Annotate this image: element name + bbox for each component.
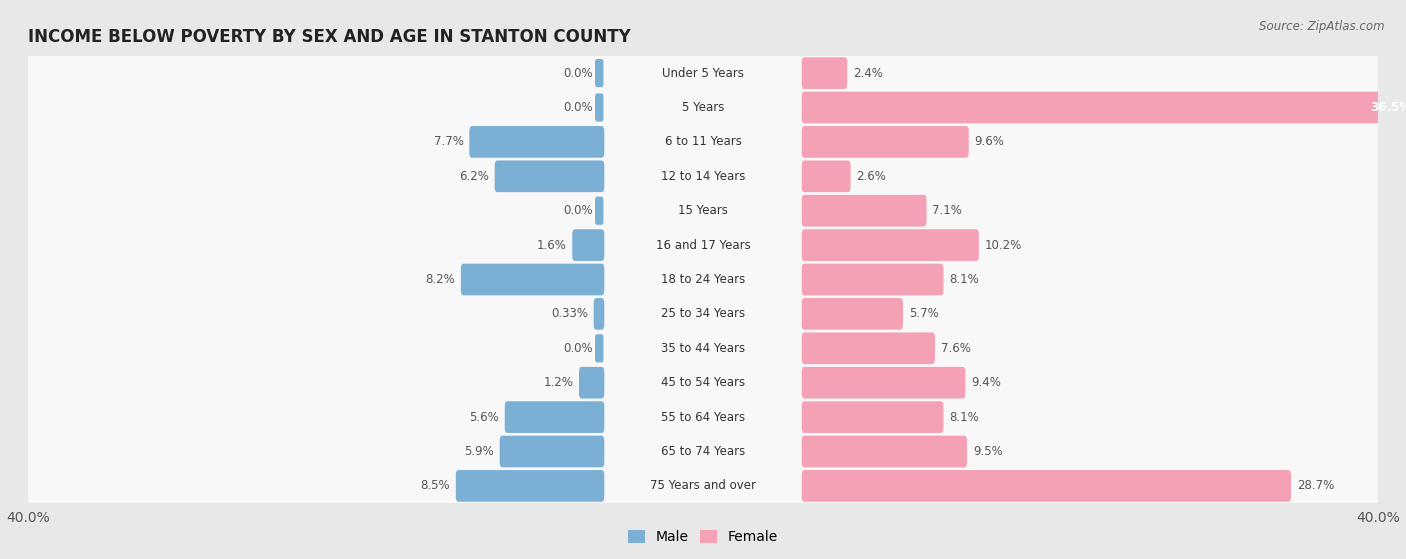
Text: 7.6%: 7.6% bbox=[941, 342, 970, 355]
Text: 0.0%: 0.0% bbox=[564, 67, 593, 79]
FancyBboxPatch shape bbox=[495, 160, 605, 192]
Text: 7.7%: 7.7% bbox=[433, 135, 464, 148]
FancyBboxPatch shape bbox=[499, 435, 605, 467]
Text: 0.33%: 0.33% bbox=[551, 307, 588, 320]
Text: 5.7%: 5.7% bbox=[908, 307, 939, 320]
FancyBboxPatch shape bbox=[801, 333, 935, 364]
FancyBboxPatch shape bbox=[801, 57, 848, 89]
Text: 10.2%: 10.2% bbox=[984, 239, 1022, 252]
Text: 9.6%: 9.6% bbox=[974, 135, 1004, 148]
Text: 1.6%: 1.6% bbox=[537, 239, 567, 252]
Text: 9.5%: 9.5% bbox=[973, 445, 1002, 458]
FancyBboxPatch shape bbox=[28, 221, 1378, 269]
Text: 5.6%: 5.6% bbox=[470, 411, 499, 424]
FancyBboxPatch shape bbox=[595, 59, 603, 87]
Text: 18 to 24 Years: 18 to 24 Years bbox=[661, 273, 745, 286]
FancyBboxPatch shape bbox=[470, 126, 605, 158]
FancyBboxPatch shape bbox=[461, 264, 605, 295]
Text: 25 to 34 Years: 25 to 34 Years bbox=[661, 307, 745, 320]
FancyBboxPatch shape bbox=[579, 367, 605, 399]
Text: 0.0%: 0.0% bbox=[564, 204, 593, 217]
FancyBboxPatch shape bbox=[28, 49, 1378, 97]
FancyBboxPatch shape bbox=[801, 367, 966, 399]
FancyBboxPatch shape bbox=[28, 462, 1378, 510]
Text: 1.2%: 1.2% bbox=[543, 376, 574, 389]
FancyBboxPatch shape bbox=[801, 195, 927, 226]
FancyBboxPatch shape bbox=[595, 197, 603, 225]
FancyBboxPatch shape bbox=[572, 229, 605, 261]
FancyBboxPatch shape bbox=[801, 126, 969, 158]
FancyBboxPatch shape bbox=[593, 298, 605, 330]
Text: 12 to 14 Years: 12 to 14 Years bbox=[661, 170, 745, 183]
Text: 2.6%: 2.6% bbox=[856, 170, 886, 183]
Text: 75 Years and over: 75 Years and over bbox=[650, 480, 756, 492]
Text: 9.4%: 9.4% bbox=[972, 376, 1001, 389]
Text: 5.9%: 5.9% bbox=[464, 445, 494, 458]
Text: 35 to 44 Years: 35 to 44 Years bbox=[661, 342, 745, 355]
Text: 55 to 64 Years: 55 to 64 Years bbox=[661, 411, 745, 424]
FancyBboxPatch shape bbox=[456, 470, 605, 502]
Text: 8.1%: 8.1% bbox=[949, 411, 979, 424]
FancyBboxPatch shape bbox=[505, 401, 605, 433]
FancyBboxPatch shape bbox=[801, 401, 943, 433]
FancyBboxPatch shape bbox=[28, 290, 1378, 338]
Text: 45 to 54 Years: 45 to 54 Years bbox=[661, 376, 745, 389]
Text: 15 Years: 15 Years bbox=[678, 204, 728, 217]
FancyBboxPatch shape bbox=[801, 160, 851, 192]
Text: 0.0%: 0.0% bbox=[564, 101, 593, 114]
Text: 5 Years: 5 Years bbox=[682, 101, 724, 114]
FancyBboxPatch shape bbox=[28, 392, 1378, 442]
FancyBboxPatch shape bbox=[801, 264, 943, 295]
FancyBboxPatch shape bbox=[595, 334, 603, 362]
Legend: Male, Female: Male, Female bbox=[623, 525, 783, 550]
Text: 8.2%: 8.2% bbox=[425, 273, 456, 286]
FancyBboxPatch shape bbox=[801, 470, 1291, 502]
Text: 6 to 11 Years: 6 to 11 Years bbox=[665, 135, 741, 148]
FancyBboxPatch shape bbox=[28, 152, 1378, 201]
Text: 0.0%: 0.0% bbox=[564, 342, 593, 355]
Text: INCOME BELOW POVERTY BY SEX AND AGE IN STANTON COUNTY: INCOME BELOW POVERTY BY SEX AND AGE IN S… bbox=[28, 28, 631, 46]
Text: Under 5 Years: Under 5 Years bbox=[662, 67, 744, 79]
FancyBboxPatch shape bbox=[801, 298, 903, 330]
Text: 28.7%: 28.7% bbox=[1296, 480, 1334, 492]
FancyBboxPatch shape bbox=[801, 92, 1406, 124]
Text: 16 and 17 Years: 16 and 17 Years bbox=[655, 239, 751, 252]
FancyBboxPatch shape bbox=[801, 229, 979, 261]
Text: 36.5%: 36.5% bbox=[1371, 101, 1406, 114]
FancyBboxPatch shape bbox=[28, 186, 1378, 235]
FancyBboxPatch shape bbox=[28, 83, 1378, 132]
Text: 7.1%: 7.1% bbox=[932, 204, 962, 217]
FancyBboxPatch shape bbox=[28, 427, 1378, 476]
FancyBboxPatch shape bbox=[28, 324, 1378, 373]
Text: 65 to 74 Years: 65 to 74 Years bbox=[661, 445, 745, 458]
FancyBboxPatch shape bbox=[28, 117, 1378, 167]
Text: 6.2%: 6.2% bbox=[458, 170, 489, 183]
FancyBboxPatch shape bbox=[28, 255, 1378, 304]
FancyBboxPatch shape bbox=[595, 93, 603, 122]
Text: 8.5%: 8.5% bbox=[420, 480, 450, 492]
FancyBboxPatch shape bbox=[801, 435, 967, 467]
Text: 8.1%: 8.1% bbox=[949, 273, 979, 286]
Text: 2.4%: 2.4% bbox=[853, 67, 883, 79]
Text: Source: ZipAtlas.com: Source: ZipAtlas.com bbox=[1260, 20, 1385, 32]
FancyBboxPatch shape bbox=[28, 358, 1378, 407]
